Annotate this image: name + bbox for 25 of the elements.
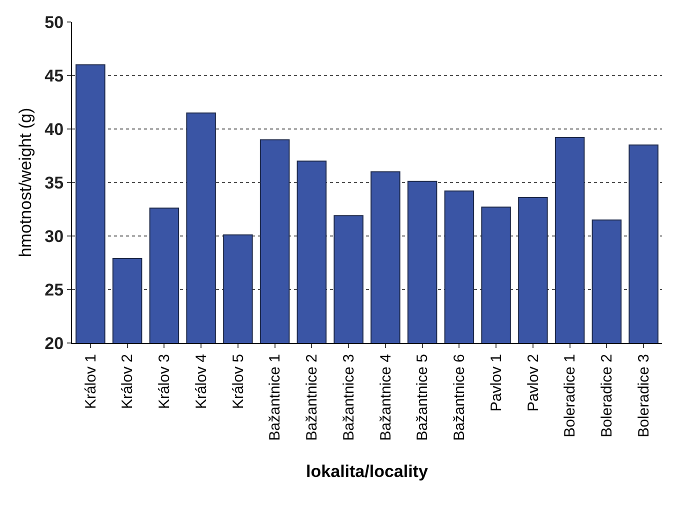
y-tick-label: 30 [44, 226, 64, 246]
x-tick-label: Bažantnice 1 [266, 354, 284, 441]
x-axis-title: lokalita/locality [306, 462, 428, 482]
x-tick-label: Králov 3 [156, 354, 174, 410]
x-tick-label: Boleradice 3 [635, 354, 652, 438]
x-tick-label: Králov 2 [119, 354, 136, 410]
y-tick-label: 50 [44, 12, 64, 32]
x-tick-label: Boleradice 1 [562, 354, 579, 438]
y-tick-label: 35 [44, 173, 64, 192]
x-tick-label: Králov 1 [82, 354, 100, 410]
x-tick-label: Bažantnice 6 [451, 354, 468, 441]
x-tick-label: Bažantnice 2 [304, 354, 321, 441]
x-tick-label: Králov 4 [192, 354, 210, 410]
x-tick-label: Boleradice 2 [598, 354, 616, 438]
y-tick-label: 25 [44, 280, 64, 300]
y-tick-label: 20 [44, 334, 64, 353]
x-tick-label: Bažantnice 4 [377, 354, 394, 441]
y-axis-title: hmotnost/weight (g) [16, 108, 36, 258]
x-tick-label: Pavlov 2 [524, 354, 542, 412]
x-tick-label: Králov 5 [230, 354, 247, 410]
x-tick-label: Bažantnice 5 [414, 354, 432, 441]
y-tick-label: 40 [44, 120, 64, 139]
x-tick-label: Bažantnice 3 [340, 354, 358, 441]
x-tick-label: Pavlov 1 [488, 354, 505, 412]
y-tick-label: 45 [44, 66, 64, 86]
